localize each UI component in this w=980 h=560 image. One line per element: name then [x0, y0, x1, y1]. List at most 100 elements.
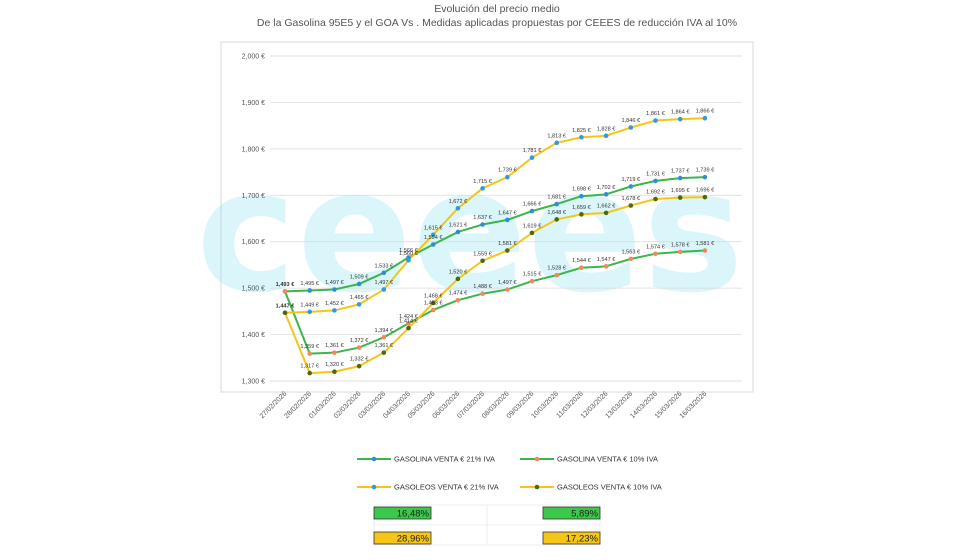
data-label: 1,515 € [523, 272, 543, 278]
data-point [307, 370, 313, 376]
data-point [628, 184, 634, 189]
data-label: 1,594 € [424, 235, 444, 241]
data-point [677, 195, 683, 200]
data-point [579, 265, 584, 271]
data-label: 1,520 € [449, 269, 469, 275]
data-label: 1,509 € [350, 274, 370, 280]
data-label: 1,861 € [646, 111, 666, 117]
data-label: 1,702 € [597, 185, 617, 191]
data-label: 1,781 € [523, 148, 543, 154]
data-label: 1,424 € [399, 314, 419, 320]
data-point [282, 310, 288, 316]
data-label: 1,317 € [300, 364, 320, 370]
data-label: 1,637 € [473, 215, 493, 221]
data-label: 1,672 € [449, 199, 469, 205]
summary-box [542, 506, 601, 520]
data-label: 1,731 € [646, 171, 666, 177]
data-point [505, 287, 510, 292]
data-label: 1,560 € [399, 251, 419, 257]
summary-value: 17,23% [566, 534, 599, 545]
data-label: 1,719 € [621, 177, 641, 183]
data-label: 1,497 € [325, 280, 345, 286]
data-point [406, 325, 411, 331]
data-point [579, 193, 584, 199]
data-label: 1,394 € [374, 328, 394, 334]
summary-box [542, 531, 601, 545]
data-point [332, 369, 337, 375]
data-label: 1,647 € [498, 210, 518, 216]
data-point [455, 205, 461, 211]
data-point [430, 232, 436, 238]
data-point [529, 278, 535, 284]
data-point [480, 186, 485, 191]
data-point [332, 350, 337, 355]
data-label: 1,493 € [276, 282, 296, 288]
data-point [381, 270, 387, 276]
data-label: 1,739 € [696, 168, 716, 174]
data-point [529, 208, 535, 214]
data-label: 1,566 € [399, 248, 419, 254]
data-point [455, 229, 461, 235]
data-label: 1,695 € [671, 188, 691, 194]
data-point [529, 155, 535, 160]
data-label: 1,361 € [325, 343, 345, 349]
data-label: 1,465 € [350, 295, 370, 301]
data-point [554, 140, 559, 146]
y-tick-label: 1,700 € [242, 193, 265, 200]
data-label: 1,528 € [547, 266, 567, 272]
data-point [603, 210, 609, 216]
summary-value: 16,48% [397, 509, 430, 520]
data-label: 1,574 € [646, 244, 666, 250]
data-point [579, 134, 584, 140]
data-point [702, 194, 708, 200]
data-point [603, 133, 609, 139]
data-point [505, 174, 510, 180]
data-point [653, 251, 658, 257]
data-label: 1,372 € [350, 338, 370, 344]
data-point [381, 335, 387, 340]
data-point [653, 118, 658, 123]
data-label: 1,866 € [696, 109, 716, 115]
data-label: 1,361 € [374, 343, 394, 349]
y-tick-label: 1,900 € [242, 100, 265, 107]
data-label: 1,846 € [621, 118, 641, 124]
data-label: 1,563 € [621, 249, 641, 255]
data-label: 1,581 € [498, 241, 518, 247]
data-point [702, 115, 708, 121]
legend-label: GASOLEOS VENTA € 21% IVA [394, 483, 499, 492]
data-label: 1,621 € [449, 222, 469, 228]
data-label: 1,825 € [572, 128, 592, 134]
data-point [356, 302, 362, 307]
series-line-2 [284, 249, 705, 355]
data-point [554, 272, 559, 278]
data-point [356, 281, 362, 287]
data-point [406, 257, 411, 263]
data-point [332, 287, 337, 292]
data-point [455, 276, 461, 282]
legend-swatch-marker [371, 456, 377, 462]
data-point [480, 222, 485, 227]
data-label: 1,698 € [572, 187, 592, 193]
data-label: 1,581 € [696, 241, 716, 247]
data-label: 1,678 € [621, 196, 641, 202]
data-label: 1,332 € [350, 357, 370, 363]
legend-label: GASOLINA VENTA € 21% IVA [394, 455, 495, 464]
y-tick-label: 1,600 € [242, 239, 265, 246]
data-point [603, 192, 609, 197]
data-label: 1,359 € [300, 344, 320, 350]
chart-subtitle: De la Gasolina 95E5 y el GOA Vs . Medida… [257, 17, 737, 29]
data-point [307, 288, 313, 293]
data-point [332, 308, 337, 313]
legend-swatch-marker [534, 484, 540, 490]
data-label: 1,619 € [523, 223, 543, 229]
data-point [505, 217, 510, 223]
data-label: 1,544 € [572, 258, 592, 264]
data-point [702, 174, 708, 180]
data-label: 1,696 € [696, 188, 716, 194]
y-tick-label: 1,500 € [242, 286, 265, 293]
series-line-3 [284, 117, 705, 314]
data-label: 1,547 € [597, 257, 617, 263]
series-line-4 [284, 196, 705, 375]
data-point [677, 175, 683, 181]
